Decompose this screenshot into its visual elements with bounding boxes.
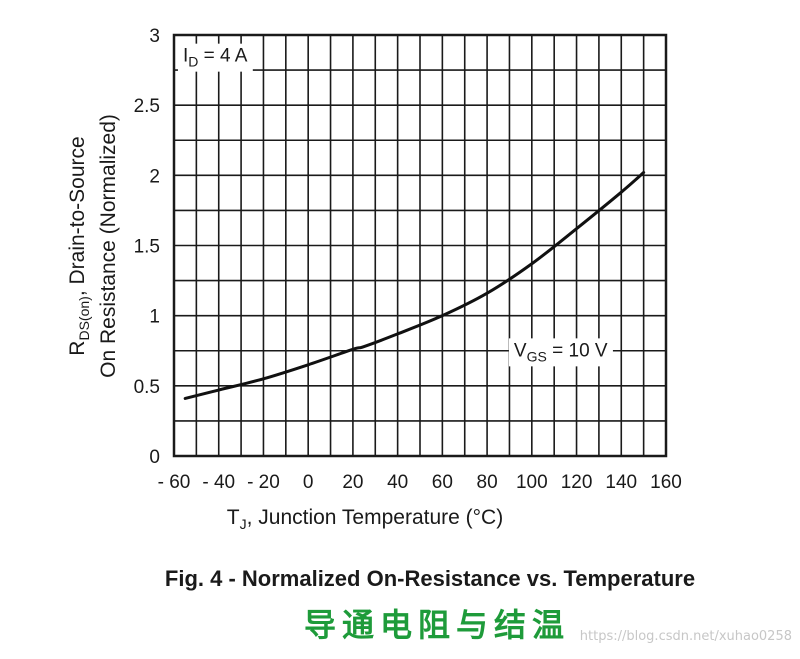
annotation-background — [177, 43, 253, 72]
rds-on-curve — [183, 171, 646, 400]
x-tick-label: 20 — [342, 472, 363, 493]
x-tick-label: 60 — [432, 472, 453, 493]
y-tick-labels: 0 0.5 1 1.5 2 2.5 3 — [134, 26, 160, 468]
x-tick-label: - 60 — [158, 472, 191, 493]
x-tick-label: 140 — [605, 472, 637, 493]
x-tick-label: 0 — [303, 472, 314, 493]
y-tick-label: 2 — [149, 166, 160, 187]
x-tick-label: 100 — [516, 472, 548, 493]
watermark: https://blog.csdn.net/xuhao0258 — [579, 629, 792, 644]
figure-caption: Fig. 4 - Normalized On-Resistance vs. Te… — [164, 566, 696, 591]
x-tick-label: 40 — [387, 472, 408, 493]
chinese-caption: 导通电阻与结温 — [303, 606, 570, 644]
y-tick-label: 0.5 — [134, 377, 160, 398]
x-tick-label: - 20 — [247, 472, 280, 493]
y-tick-label: 1 — [149, 307, 160, 328]
y-tick-label: 0 — [149, 447, 160, 468]
x-tick-label: - 40 — [202, 472, 235, 493]
y-tick-label: 1.5 — [134, 237, 160, 258]
y-tick-label: 2.5 — [134, 96, 160, 117]
grid — [172, 33, 668, 458]
x-tick-label: 120 — [561, 472, 593, 493]
x-axis-title: TJ, Junction Temperature (°C) — [227, 506, 503, 532]
annotation-label: ID = 4 A — [183, 46, 248, 70]
x-tick-label: 160 — [650, 472, 682, 493]
annotation-label: VGS = 10 V — [514, 340, 608, 364]
y-axis-title-line1: RDS(on), Drain-to-Source — [66, 136, 92, 355]
x-tick-label: 80 — [477, 472, 498, 493]
series-layer — [183, 171, 646, 400]
annotation-background — [508, 338, 613, 367]
y-axis-title-line2: On Resistance (Normalized) — [97, 114, 120, 378]
annotations: ID = 4 A VGS = 10 V — [177, 43, 613, 367]
y-axis-title: RDS(on), Drain-to-Source On Resistance (… — [66, 114, 120, 378]
x-tick-labels: - 60 - 40 - 20 0 20 40 60 80 100 120 140 160 — [158, 472, 682, 493]
y-tick-label: 3 — [149, 26, 160, 47]
